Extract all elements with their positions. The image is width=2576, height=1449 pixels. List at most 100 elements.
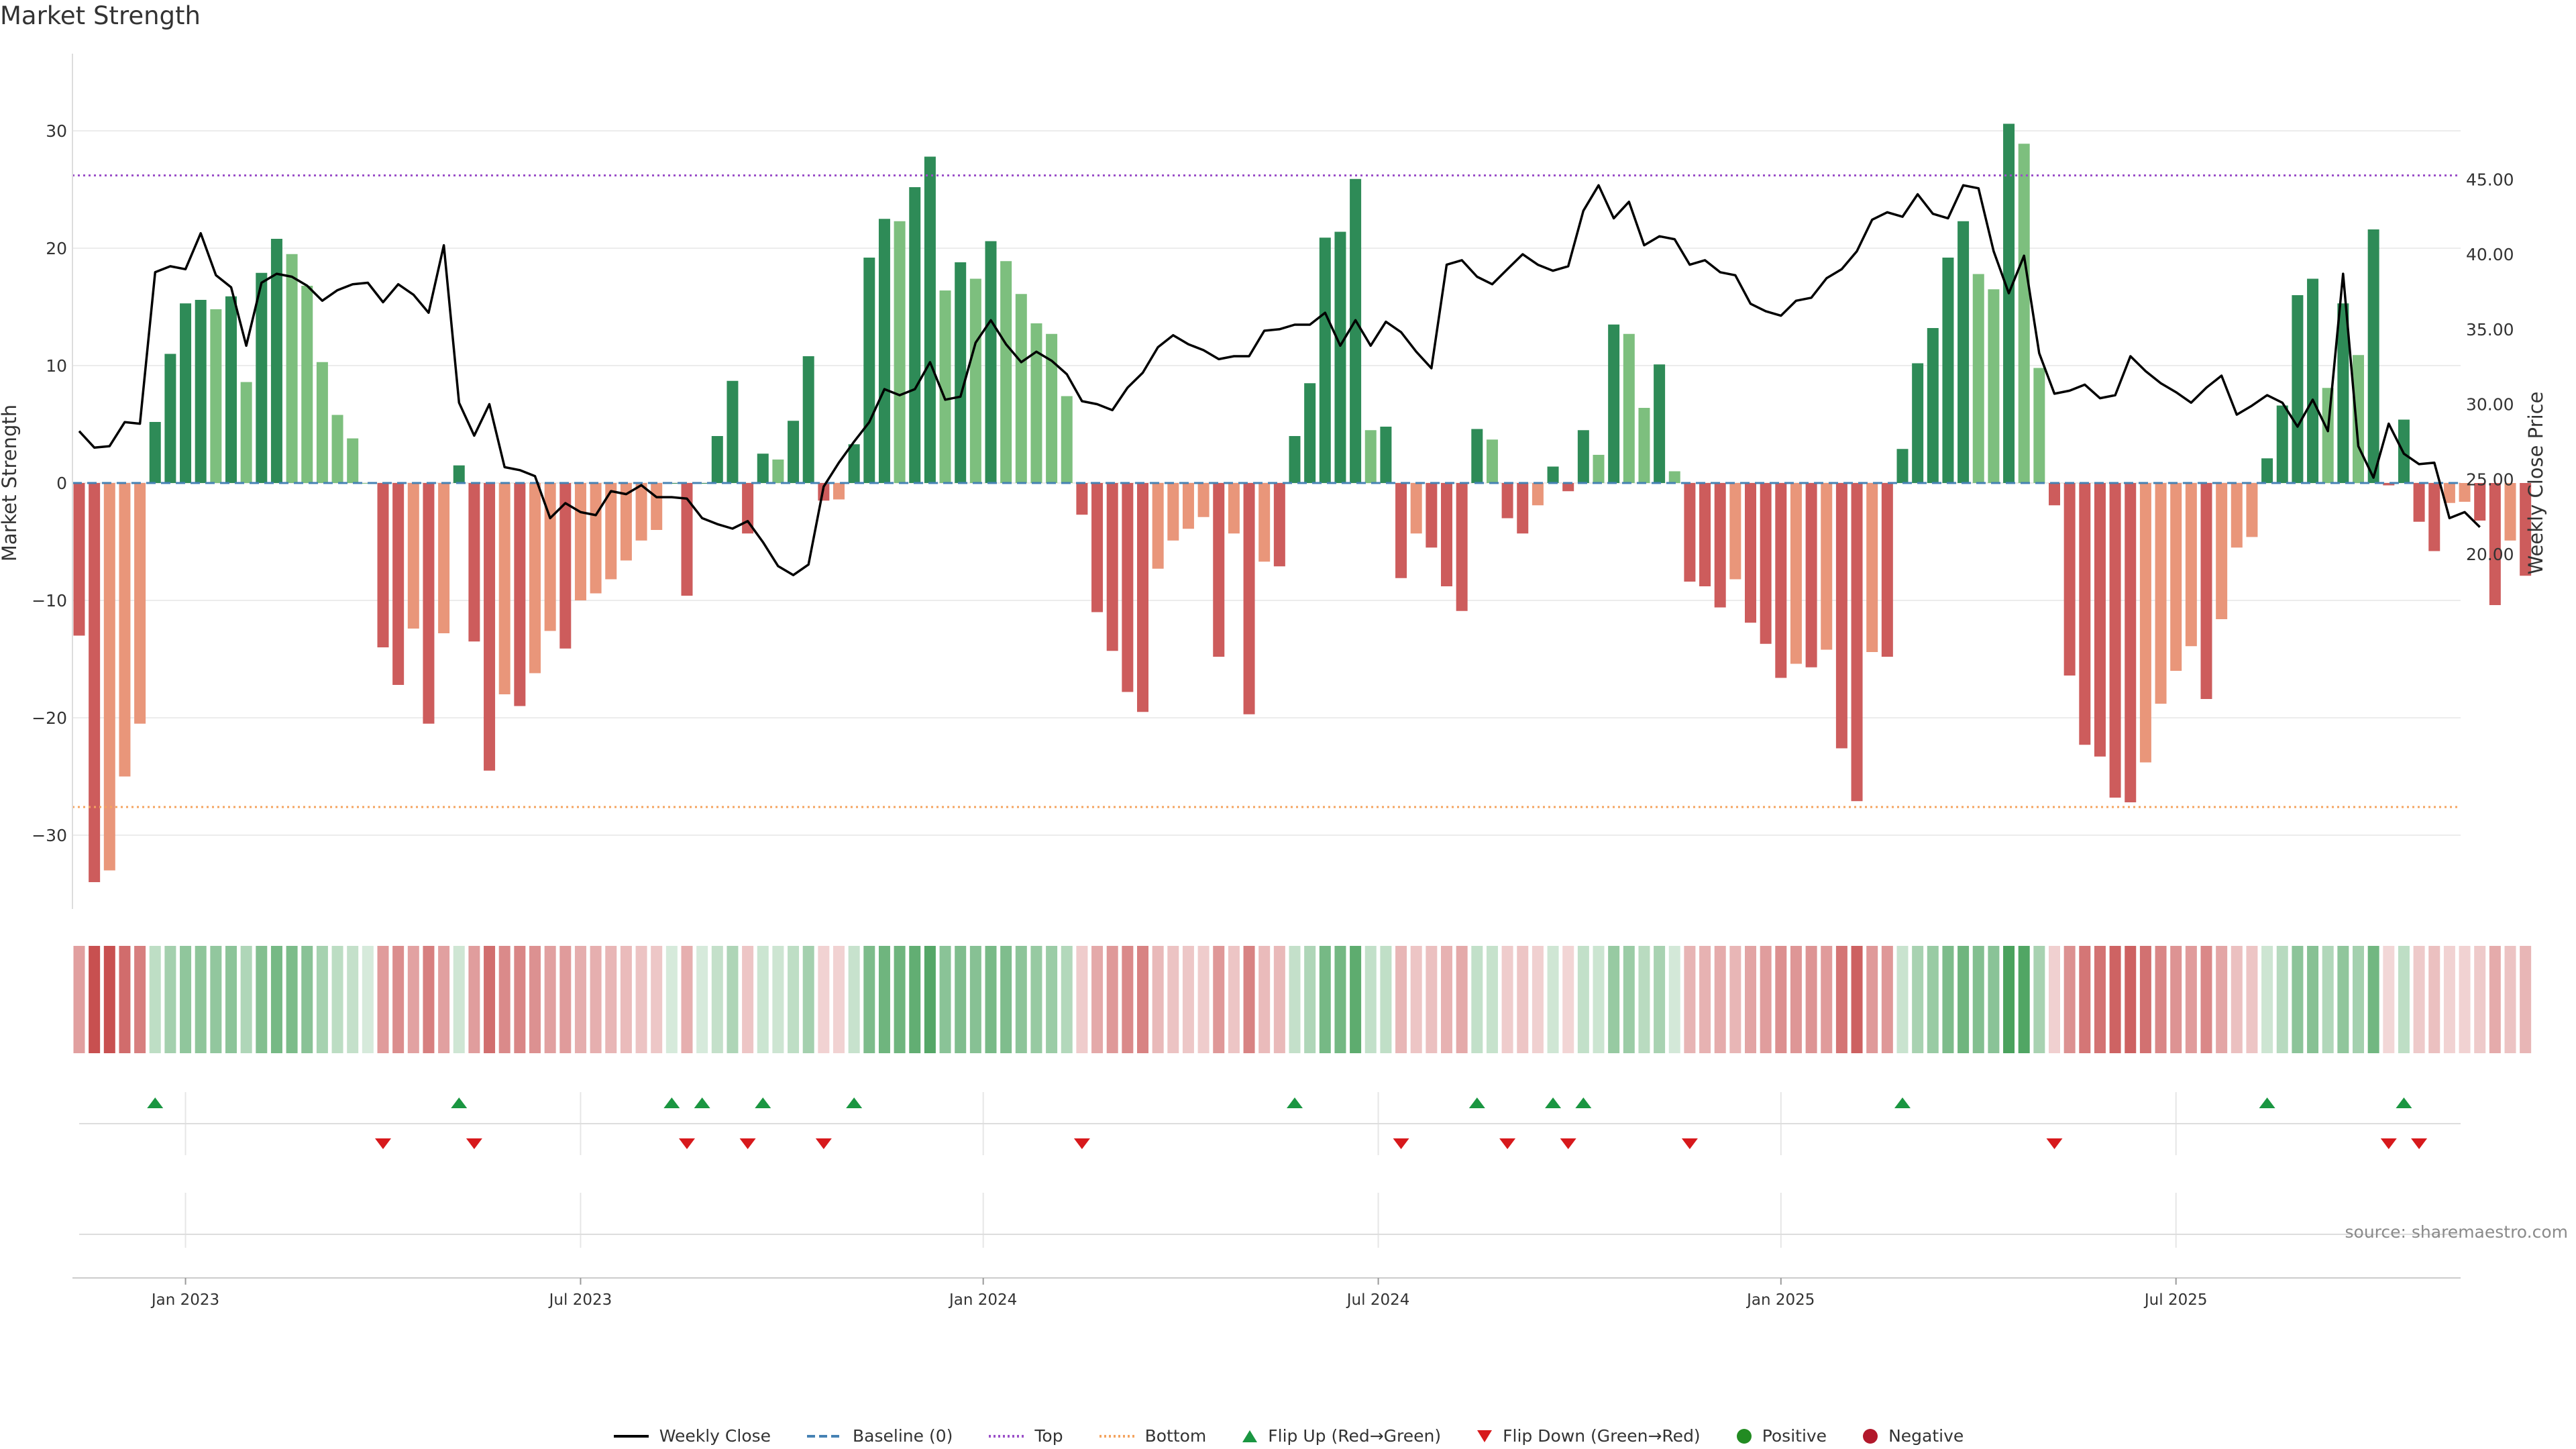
- heat-cell: [1091, 946, 1104, 1053]
- heat-cell: [574, 946, 586, 1053]
- strength-bar: [955, 262, 967, 483]
- flip-down-marker: [2411, 1138, 2428, 1149]
- strength-bar: [2292, 295, 2304, 483]
- heat-cell: [1426, 946, 1438, 1053]
- legend-symbol: [1477, 1430, 1493, 1442]
- strength-bar: [1805, 483, 1817, 667]
- strength-bar: [2216, 483, 2228, 619]
- strength-bar: [924, 156, 936, 483]
- flip-up-marker: [755, 1097, 771, 1108]
- heat-cell: [89, 946, 101, 1053]
- heat-cell: [696, 946, 708, 1053]
- strength-bar: [1835, 483, 1847, 749]
- heat-cell: [1197, 946, 1210, 1053]
- legend-label: Top: [1034, 1426, 1063, 1446]
- strength-bar: [453, 465, 465, 483]
- heat-cell: [2003, 946, 2015, 1053]
- flip-down-marker: [375, 1138, 391, 1149]
- heat-cell: [772, 946, 784, 1053]
- right-axis-label: Weekly Close Price: [2524, 392, 2547, 575]
- heat-cell: [2520, 946, 2532, 1053]
- strength-bar: [1912, 363, 1924, 483]
- strength-bar: [301, 286, 313, 483]
- strength-bar: [1228, 483, 1240, 534]
- strength-bar: [2353, 355, 2364, 483]
- heat-cell: [2474, 946, 2486, 1053]
- heat-cell: [2139, 946, 2151, 1053]
- strength-bar: [1684, 483, 1696, 582]
- strength-bar: [863, 258, 875, 483]
- heat-cell: [651, 946, 663, 1053]
- heat-cell: [529, 946, 541, 1053]
- strength-bar: [1243, 483, 1255, 714]
- strength-bar: [225, 296, 237, 483]
- strength-bar: [1942, 258, 1954, 483]
- strength-bar: [757, 453, 769, 483]
- strength-bar: [2246, 483, 2258, 537]
- left-tick-label: 10: [46, 356, 67, 376]
- heat-cell: [969, 946, 981, 1053]
- x-tick-label: Jul 2025: [2143, 1291, 2208, 1309]
- strength-bar: [696, 483, 708, 484]
- heat-cell: [423, 946, 435, 1053]
- heat-cell: [1122, 946, 1134, 1053]
- heat-cell: [256, 946, 268, 1053]
- strength-bar: [1517, 483, 1529, 534]
- heat-cell: [1896, 946, 1909, 1053]
- strength-bar: [848, 444, 860, 483]
- heat-cell: [727, 946, 739, 1053]
- flip-down-marker: [679, 1138, 695, 1149]
- legend-circle: [1736, 1428, 1752, 1444]
- flip-up-marker: [1545, 1097, 1562, 1108]
- strength-bar: [468, 483, 480, 642]
- heat-cell: [848, 946, 860, 1053]
- flip-down-marker: [739, 1138, 756, 1149]
- strength-bar: [1076, 483, 1088, 515]
- heat-cell: [1441, 946, 1452, 1053]
- strength-bar: [149, 422, 161, 483]
- heat-cell: [2231, 946, 2243, 1053]
- heat-cell: [2428, 946, 2440, 1053]
- strength-bar: [2276, 405, 2288, 483]
- strength-bar: [2307, 278, 2319, 483]
- heat-cell: [195, 946, 207, 1053]
- heat-cell: [939, 946, 951, 1053]
- heat-cell: [985, 946, 997, 1053]
- strength-bar: [1152, 483, 1164, 569]
- legend-label: Flip Up (Red→Green): [1268, 1426, 1442, 1446]
- heat-cell: [2216, 946, 2228, 1053]
- legend-symbol: [613, 1434, 649, 1438]
- strength-bar: [2489, 483, 2501, 605]
- heat-cell: [1137, 946, 1148, 1053]
- strength-bar: [1319, 237, 1331, 483]
- strength-bar: [1426, 483, 1438, 548]
- legend-label: Flip Down (Green→Red): [1503, 1426, 1701, 1446]
- strength-bar: [484, 483, 496, 771]
- heat-cell: [2063, 946, 2076, 1053]
- strength-bar: [788, 421, 800, 483]
- legend-item: Flip Down (Green→Red): [1476, 1426, 1701, 1446]
- strength-bar: [119, 483, 131, 777]
- heat-cell: [301, 946, 313, 1053]
- flip-down-marker: [2046, 1138, 2063, 1149]
- strength-bar: [711, 436, 723, 483]
- heat-cell: [818, 946, 830, 1053]
- strength-bar: [1091, 483, 1104, 612]
- heat-cell: [802, 946, 814, 1053]
- left-tick-label: −30: [32, 826, 67, 845]
- heat-cell: [2413, 946, 2425, 1053]
- heat-cell: [2504, 946, 2516, 1053]
- heat-cell: [1380, 946, 1392, 1053]
- heat-cell: [1608, 946, 1620, 1053]
- strength-bar: [2367, 229, 2379, 483]
- strength-bar: [1000, 261, 1012, 483]
- flip-up-marker: [663, 1097, 680, 1108]
- heat-cell: [863, 946, 875, 1053]
- strength-bar: [240, 382, 252, 483]
- heat-cell: [894, 946, 906, 1053]
- strength-bar: [2261, 458, 2273, 483]
- heat-cell: [2367, 946, 2379, 1053]
- strength-bar: [1122, 483, 1134, 692]
- heat-cell: [1577, 946, 1589, 1053]
- strength-bar: [1866, 483, 1878, 652]
